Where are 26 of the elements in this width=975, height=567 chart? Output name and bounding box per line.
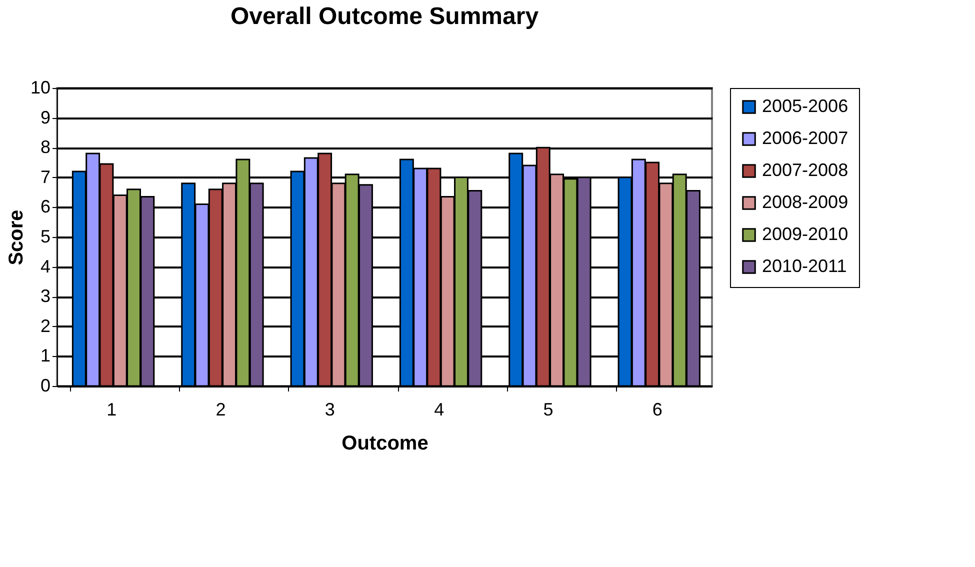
legend-label: 2010-2011: [762, 256, 847, 276]
x-tick-label: 1: [106, 400, 117, 420]
y-tick-label: 5: [40, 226, 50, 246]
y-tick-label: 3: [40, 286, 50, 306]
legend-label: 2007-2008: [762, 160, 848, 180]
x-tick-label: 3: [324, 400, 335, 420]
y-tick-label: 1: [40, 346, 50, 366]
y-tick-label: 4: [40, 256, 50, 276]
y-tick-label: 7: [40, 166, 50, 187]
legend-label: 2006-2007: [762, 128, 848, 148]
y-tick-label: 9: [40, 107, 50, 128]
x-axis-title: Outcome: [342, 432, 428, 454]
x-tick-label: 6: [652, 400, 662, 420]
x-tick-label: 4: [434, 400, 444, 420]
y-axis-title: Score: [5, 210, 28, 266]
legend-label: 2005-2006: [762, 96, 848, 116]
x-tick-label: 5: [543, 400, 554, 420]
y-tick-label: 10: [30, 78, 50, 98]
y-tick-label: 8: [40, 137, 50, 158]
y-tick-label: 0: [40, 376, 50, 396]
y-tick-label: 2: [40, 316, 50, 336]
x-tick-label: 2: [216, 400, 226, 420]
y-tick-label: 6: [40, 196, 50, 217]
chart-title: Overall Outcome Summary: [230, 3, 540, 30]
legend-label: 2008-2009: [762, 192, 848, 212]
legend-label: 2009-2010: [762, 224, 848, 244]
